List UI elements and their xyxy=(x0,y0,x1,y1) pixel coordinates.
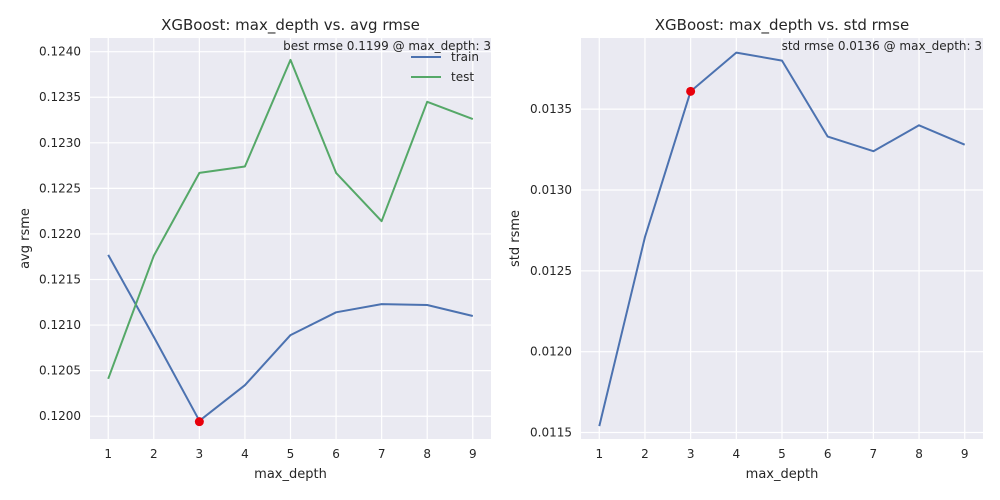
best-point-marker xyxy=(194,417,204,427)
y-tick-label: 0.1200 xyxy=(39,409,81,423)
series-line xyxy=(598,51,966,427)
y-tick-label: 0.1205 xyxy=(39,364,81,378)
avg-rmse-chart: 0.1200 0.1205 0.1210 0.1215 0.1220 0.1225 0.12… xyxy=(18,16,491,482)
x-tick-label: 2 xyxy=(150,447,158,461)
std-rmse-chart: 0.0115 0.0120 0.0125 0.0130 0.0135 1 2 3 4 5 6 7 8 9… xyxy=(508,16,983,482)
y-tick-label: 0.1225 xyxy=(39,181,81,195)
x-axis-label: max_depth xyxy=(254,467,327,482)
x-tick-label: 3 xyxy=(196,447,204,461)
x-tick-label: 6 xyxy=(332,447,340,461)
legend-test-label: test xyxy=(451,70,474,84)
x-tick-label: 6 xyxy=(824,447,832,461)
std-rmse-annotation: std rmse 0.0136 @ max_depth: 3 xyxy=(782,39,982,53)
legend: train test xyxy=(411,50,479,84)
y-tick-label: 0.1215 xyxy=(39,273,81,287)
x-tick-label: 8 xyxy=(423,447,431,461)
x-tick-label: 4 xyxy=(241,447,249,461)
y-tick-label: 0.1240 xyxy=(39,45,81,59)
y-tick-label: 0.0120 xyxy=(530,345,572,359)
legend-train-label: train xyxy=(451,50,479,64)
y-tick-label: 0.1220 xyxy=(39,227,81,241)
x-tick-label: 8 xyxy=(915,447,923,461)
best-point-marker xyxy=(686,86,696,96)
y-tick-label: 0.0125 xyxy=(530,264,572,278)
train-line xyxy=(107,254,474,422)
x-gridlines xyxy=(598,38,966,439)
x-tick-label: 7 xyxy=(378,447,386,461)
y-tick-labels: 0.1200 0.1205 0.1210 0.1215 0.1220 0.1225 0.12… xyxy=(39,45,81,424)
series-lines xyxy=(598,51,966,427)
y-tick-label: 0.0135 xyxy=(530,102,572,116)
x-axis-label: max_depth xyxy=(746,467,819,482)
highlight-markers xyxy=(686,86,696,96)
x-tick-label: 9 xyxy=(469,447,477,461)
x-tick-label: 1 xyxy=(104,447,112,461)
series-lines xyxy=(107,58,474,422)
test-line xyxy=(107,58,474,380)
best-rmse-annotation: best rmse 0.1199 @ max_depth: 3 xyxy=(283,39,491,53)
x-tick-label: 9 xyxy=(961,447,969,461)
y-tick-labels: 0.0115 0.0120 0.0125 0.0130 0.0135 xyxy=(530,102,572,439)
x-gridlines xyxy=(107,38,474,439)
x-tick-label: 2 xyxy=(641,447,649,461)
x-tick-label: 4 xyxy=(732,447,740,461)
chart-title: XGBoost: max_depth vs. std rmse xyxy=(655,16,909,35)
highlight-markers xyxy=(194,417,204,427)
x-tick-label: 3 xyxy=(687,447,695,461)
y-tick-label: 0.1235 xyxy=(39,90,81,104)
x-tick-label: 7 xyxy=(870,447,878,461)
x-tick-labels: 1 2 3 4 5 6 7 8 9 xyxy=(595,447,968,461)
x-tick-labels: 1 2 3 4 5 6 7 8 9 xyxy=(104,447,476,461)
y-tick-label: 0.1210 xyxy=(39,318,81,332)
y-axis-label: avg rsme xyxy=(18,208,33,269)
y-tick-label: 0.0130 xyxy=(530,183,572,197)
y-axis-label: std rsme xyxy=(508,210,523,267)
y-tick-label: 0.1230 xyxy=(39,136,81,150)
chart-title: XGBoost: max_depth vs. avg rmse xyxy=(161,16,420,35)
x-tick-label: 5 xyxy=(287,447,295,461)
x-tick-label: 5 xyxy=(778,447,786,461)
x-tick-label: 1 xyxy=(595,447,603,461)
y-tick-label: 0.0115 xyxy=(530,426,572,440)
